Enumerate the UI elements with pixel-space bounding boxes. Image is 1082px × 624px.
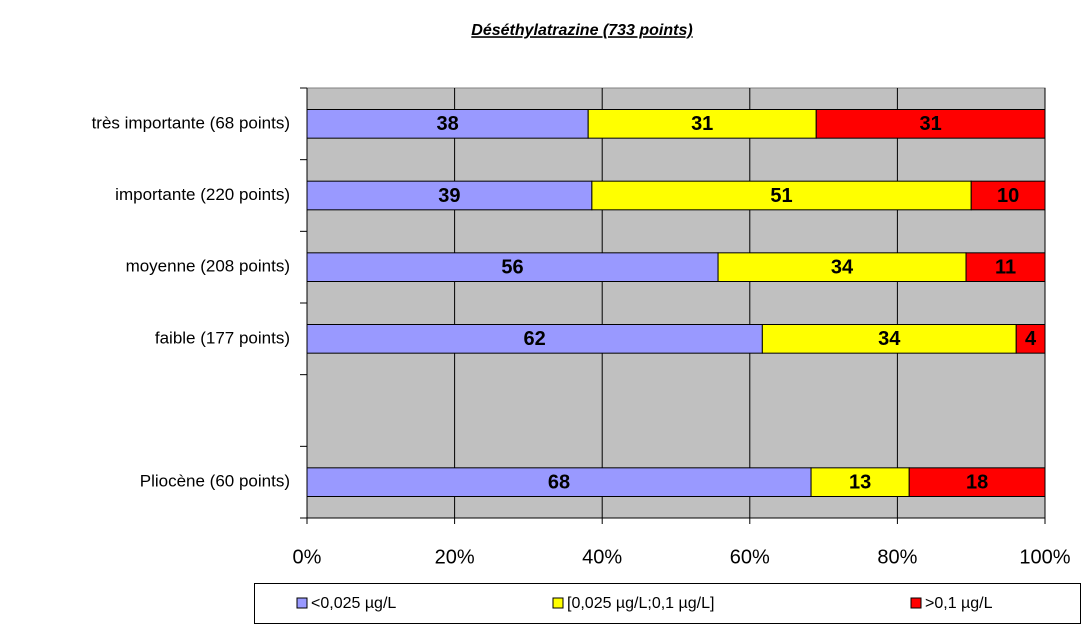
bar-segment bbox=[815, 109, 1046, 139]
bar-segment bbox=[761, 324, 1017, 354]
y-tick-label: très importante (68 points) bbox=[92, 113, 290, 132]
bar-segment bbox=[306, 324, 763, 354]
legend-label: <0,025 µg/L bbox=[311, 595, 396, 612]
data-label: 38 bbox=[436, 113, 458, 135]
legend bbox=[254, 583, 1081, 624]
data-label: 13 bbox=[849, 471, 871, 493]
legend-label: [0,025 µg/L;0,1 µg/L] bbox=[567, 595, 714, 612]
data-label: 11 bbox=[995, 256, 1016, 278]
data-label: 4 bbox=[1025, 328, 1037, 350]
data-label: 34 bbox=[831, 256, 854, 278]
data-label: 39 bbox=[438, 185, 460, 207]
chart-title: Déséthylatrazine (733 points) bbox=[471, 22, 692, 39]
data-label: 34 bbox=[878, 328, 901, 350]
y-tick-label: Pliocène (60 points) bbox=[140, 472, 290, 491]
legend-label: >0,1 µg/L bbox=[925, 595, 993, 612]
bar-segment bbox=[908, 467, 1046, 498]
data-label: 18 bbox=[966, 471, 988, 493]
data-label: 68 bbox=[548, 471, 570, 493]
bar-segment bbox=[970, 180, 1046, 211]
data-label: 51 bbox=[770, 185, 792, 207]
bar-segment bbox=[591, 180, 972, 211]
legend-swatch bbox=[552, 597, 564, 609]
y-tick-label: importante (220 points) bbox=[115, 185, 290, 204]
legend-swatch bbox=[296, 597, 308, 609]
y-tick-label: moyenne (208 points) bbox=[126, 257, 290, 276]
bar-segment bbox=[810, 467, 910, 498]
bar-segment bbox=[306, 467, 812, 498]
x-tick-label: 0% bbox=[293, 546, 322, 568]
bar-segment bbox=[965, 252, 1046, 282]
bar-segment bbox=[1015, 324, 1046, 354]
bar-segment bbox=[306, 180, 593, 211]
x-tick-label: 60% bbox=[730, 546, 770, 568]
x-tick-label: 20% bbox=[435, 546, 475, 568]
x-tick-label: 100% bbox=[1019, 546, 1070, 568]
data-label: 56 bbox=[501, 256, 523, 278]
data-label: 31 bbox=[919, 113, 941, 135]
plot-area bbox=[306, 87, 1046, 519]
data-label: 62 bbox=[524, 328, 546, 350]
data-label: 31 bbox=[691, 113, 713, 135]
x-tick-label: 40% bbox=[582, 546, 622, 568]
x-tick-label: 80% bbox=[877, 546, 917, 568]
y-tick-label: faible (177 points) bbox=[155, 328, 290, 347]
data-label: 10 bbox=[997, 185, 1019, 207]
legend-swatch bbox=[910, 597, 922, 609]
bar-segment bbox=[717, 252, 967, 282]
